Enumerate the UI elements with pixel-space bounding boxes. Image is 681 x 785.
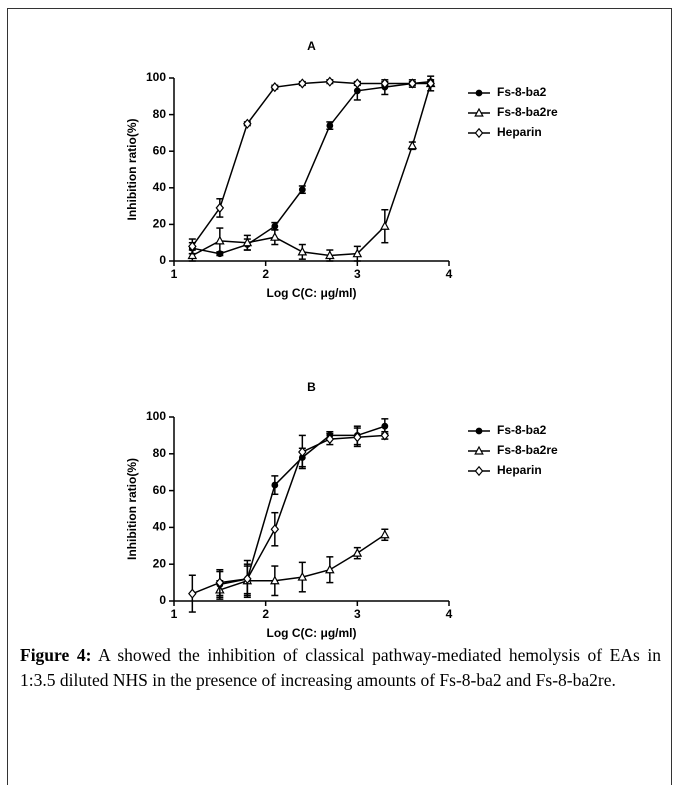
legend-marker bbox=[475, 427, 483, 435]
y-tick-label: 100 bbox=[146, 409, 166, 423]
legend-label: Fs-8-ba2re bbox=[497, 443, 558, 457]
marker bbox=[352, 248, 363, 258]
marker bbox=[297, 246, 308, 256]
legend-label: Fs-8-ba2re bbox=[497, 105, 558, 119]
marker bbox=[188, 241, 197, 252]
marker bbox=[297, 571, 308, 581]
marker bbox=[243, 573, 252, 585]
marker bbox=[325, 76, 335, 87]
marker bbox=[271, 222, 279, 230]
legend-marker bbox=[474, 107, 484, 117]
x-tick-label: 4 bbox=[446, 607, 453, 621]
y-tick-label: 60 bbox=[153, 483, 167, 497]
legend-marker bbox=[475, 89, 483, 97]
legend-marker bbox=[474, 445, 484, 455]
legend-label: Heparin bbox=[497, 125, 542, 139]
caption-label: Figure 4: bbox=[20, 645, 92, 665]
x-axis-label: Log C(C: μg/ml) bbox=[267, 626, 357, 640]
marker bbox=[215, 577, 225, 588]
marker bbox=[270, 575, 280, 585]
legend-marker bbox=[474, 127, 484, 139]
marker bbox=[352, 547, 363, 557]
x-tick-label: 1 bbox=[171, 267, 178, 281]
series-line bbox=[192, 434, 385, 595]
marker bbox=[270, 231, 280, 241]
marker bbox=[215, 235, 225, 245]
marker bbox=[270, 82, 280, 93]
y-tick-label: 0 bbox=[159, 253, 166, 267]
marker bbox=[380, 529, 390, 539]
chart-title: B bbox=[307, 380, 316, 394]
series-line bbox=[192, 80, 431, 255]
series-line bbox=[191, 83, 432, 257]
y-tick-label: 40 bbox=[153, 180, 167, 194]
marker bbox=[298, 446, 307, 458]
y-axis-label: Inhibition ratio(%) bbox=[125, 458, 139, 560]
chart-title: A bbox=[307, 39, 316, 53]
marker bbox=[353, 87, 361, 95]
x-axis-label: Log C(C: μg/ml) bbox=[267, 286, 357, 300]
marker bbox=[353, 78, 362, 89]
caption: Figure 4: A showed the inhibition of cla… bbox=[20, 643, 661, 693]
y-tick-label: 60 bbox=[153, 143, 167, 157]
marker bbox=[325, 564, 335, 574]
legend-label: Fs-8-ba2 bbox=[497, 423, 547, 437]
marker bbox=[380, 78, 390, 89]
marker bbox=[298, 186, 306, 194]
marker bbox=[426, 78, 435, 89]
x-tick-label: 2 bbox=[262, 607, 269, 621]
y-tick-label: 0 bbox=[159, 593, 166, 607]
marker bbox=[187, 250, 198, 260]
y-tick-label: 80 bbox=[153, 446, 167, 460]
marker bbox=[188, 588, 197, 599]
x-tick-label: 3 bbox=[354, 607, 361, 621]
legend-marker bbox=[474, 465, 484, 477]
figure-frame bbox=[7, 8, 672, 785]
caption-text: A showed the inhibition of classical pat… bbox=[20, 645, 661, 690]
marker bbox=[298, 78, 307, 89]
y-tick-label: 80 bbox=[153, 107, 167, 121]
marker bbox=[353, 432, 362, 443]
marker bbox=[325, 250, 335, 260]
marker bbox=[243, 118, 252, 129]
marker bbox=[242, 237, 253, 247]
legend-label: Heparin bbox=[497, 463, 542, 477]
marker bbox=[215, 202, 225, 214]
series-line bbox=[191, 80, 431, 247]
y-tick-label: 100 bbox=[146, 70, 166, 84]
x-tick-label: 2 bbox=[262, 267, 269, 281]
marker bbox=[380, 430, 390, 441]
marker bbox=[325, 433, 335, 445]
marker bbox=[408, 78, 417, 89]
marker bbox=[380, 220, 390, 230]
marker bbox=[381, 422, 389, 430]
y-tick-label: 40 bbox=[153, 520, 167, 534]
marker bbox=[271, 481, 279, 489]
marker bbox=[407, 140, 418, 150]
marker bbox=[270, 524, 280, 535]
y-tick-label: 20 bbox=[153, 217, 167, 231]
x-tick-label: 1 bbox=[171, 607, 178, 621]
x-tick-label: 4 bbox=[446, 267, 453, 281]
x-tick-label: 3 bbox=[354, 267, 361, 281]
legend-label: Fs-8-ba2 bbox=[497, 85, 547, 99]
y-tick-label: 20 bbox=[153, 556, 167, 570]
y-axis-label: Inhibition ratio(%) bbox=[125, 119, 139, 221]
marker bbox=[326, 122, 334, 129]
